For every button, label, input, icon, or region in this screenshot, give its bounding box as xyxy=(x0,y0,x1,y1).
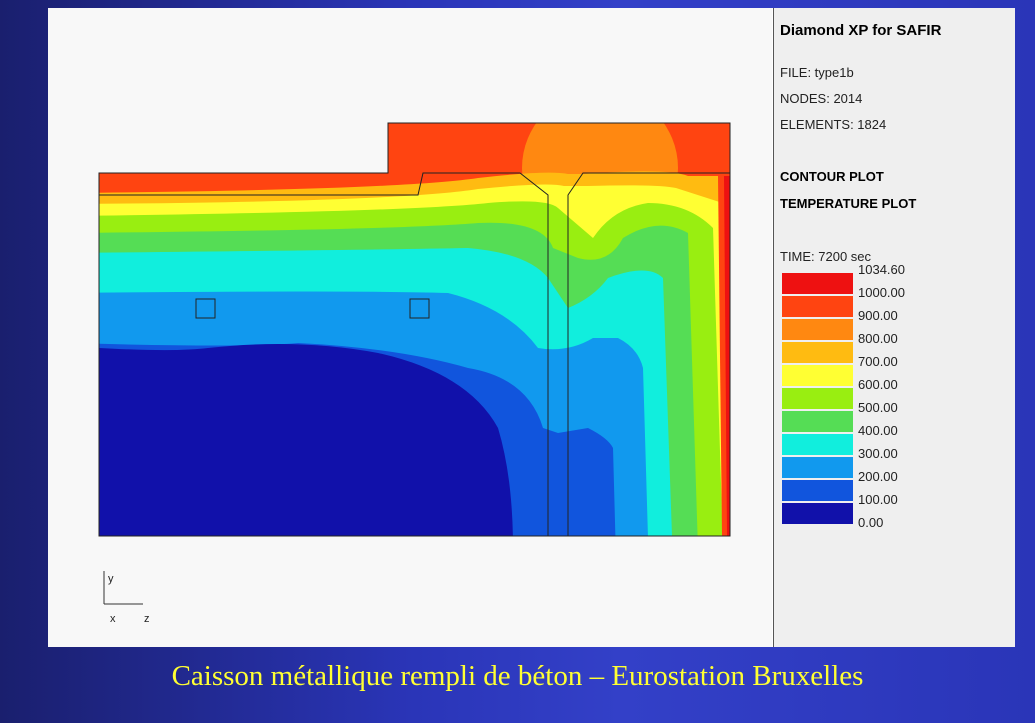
legend-swatch xyxy=(782,503,853,524)
legend-swatch xyxy=(782,365,853,386)
plot-mode: CONTOUR PLOT xyxy=(780,169,884,184)
legend-swatch xyxy=(782,434,853,455)
legend-value: 700.00 xyxy=(858,354,898,369)
axis-y-label: y xyxy=(108,573,114,585)
slide-caption: Caisson métallique rempli de béton – Eur… xyxy=(171,660,864,692)
legend-swatch xyxy=(782,273,853,294)
plot-variable: TEMPERATURE PLOT xyxy=(780,196,917,211)
legend-swatch xyxy=(782,457,853,478)
legend-swatch xyxy=(782,388,853,409)
legend-value: 500.00 xyxy=(858,400,898,415)
legend-value: 800.00 xyxy=(858,331,898,346)
time-label: TIME: 7200 sec xyxy=(780,249,872,264)
contour-plot-area: y x z xyxy=(48,8,772,647)
legend-max-value: 1034.60 xyxy=(858,262,905,277)
contour-bands xyxy=(99,123,730,536)
file-name: FILE: type1b xyxy=(780,65,854,80)
legend-swatch xyxy=(782,296,853,317)
legend-value: 0.00 xyxy=(858,515,884,530)
app-title: Diamond XP for SAFIR xyxy=(780,22,942,39)
axis-triad xyxy=(103,571,143,605)
legend-value: 400.00 xyxy=(858,423,898,438)
legend-value: 100.00 xyxy=(858,492,898,507)
legend-value: 300.00 xyxy=(858,446,898,461)
axis-z-label: z xyxy=(144,613,150,625)
legend-value: 900.00 xyxy=(858,308,898,323)
legend-swatch xyxy=(782,411,853,432)
legend-value: 1000.00 xyxy=(858,285,905,300)
legend-swatch xyxy=(782,480,853,501)
legend-swatch xyxy=(782,319,853,340)
slide-frame: y x z Diamond XP for SAFIR FILE: type1b … xyxy=(48,8,1015,647)
info-panel: Diamond XP for SAFIR FILE: type1b NODES:… xyxy=(773,8,1015,647)
legend-value: 600.00 xyxy=(858,377,898,392)
section-outline xyxy=(98,122,731,537)
node-count: NODES: 2014 xyxy=(780,91,863,106)
temperature-contour-plot: y x z xyxy=(98,122,731,625)
axis-x-label: x xyxy=(110,613,116,625)
element-count: ELEMENTS: 1824 xyxy=(780,117,887,132)
legend-swatch xyxy=(782,342,853,363)
legend-value: 200.00 xyxy=(858,469,898,484)
